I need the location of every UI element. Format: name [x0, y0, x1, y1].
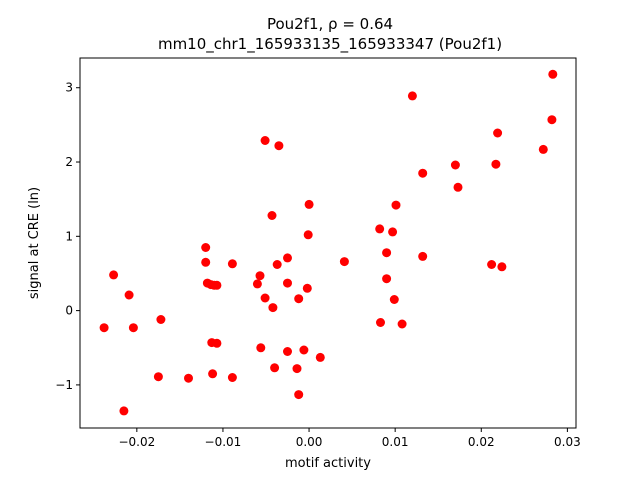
x-tick-label: −0.01	[205, 435, 242, 449]
data-point	[376, 318, 385, 327]
data-point	[270, 363, 280, 373]
y-tick-label: 0	[65, 304, 73, 318]
data-point	[407, 91, 417, 101]
data-point	[283, 278, 292, 288]
data-point	[302, 283, 312, 293]
data-point	[294, 294, 304, 304]
data-point	[450, 160, 460, 170]
data-point	[493, 128, 503, 138]
data-point	[491, 159, 501, 169]
x-tick-label: 0.01	[382, 435, 409, 449]
data-point	[283, 253, 292, 263]
x-axis-ticks: −0.02 −0.01 0.00 0.01 0.02 0.03	[118, 428, 581, 449]
data-point	[227, 259, 237, 269]
chart-title-line2: mm10_chr1_165933135_165933347 (Pou2f1)	[158, 35, 502, 54]
data-point	[184, 373, 193, 383]
data-point	[212, 338, 222, 348]
data-point	[487, 260, 497, 269]
plot-area-frame	[79, 57, 577, 429]
data-points	[99, 69, 558, 416]
x-tick-label: 0.02	[468, 435, 495, 449]
data-point	[119, 406, 129, 416]
data-point	[453, 182, 463, 192]
data-point	[397, 319, 407, 329]
x-tick-label: 0.03	[554, 435, 581, 449]
data-point	[294, 390, 304, 400]
y-tick-label: −1	[55, 378, 73, 392]
data-point	[128, 323, 138, 333]
y-axis-ticks: −1 0 1 2 3	[55, 81, 80, 392]
x-tick-label: −0.02	[118, 435, 155, 449]
data-point	[153, 372, 163, 382]
data-point	[547, 115, 557, 125]
data-point	[208, 369, 218, 379]
y-tick-label: 2	[65, 155, 73, 169]
chart-title-line1: Pou2f1, ρ = 0.64	[267, 15, 393, 33]
data-point	[283, 347, 292, 356]
data-point	[124, 290, 134, 300]
data-point	[339, 257, 349, 267]
data-point	[391, 200, 401, 210]
y-tick-label: 3	[65, 81, 73, 95]
data-point	[538, 144, 548, 154]
x-axis-label: motif activity	[285, 456, 371, 471]
data-point	[292, 364, 302, 374]
data-point	[252, 279, 262, 289]
data-point	[272, 260, 282, 269]
data-point	[255, 271, 265, 281]
y-axis-label: signal at CRE (ln)	[27, 187, 42, 299]
data-point	[389, 295, 399, 304]
data-point	[315, 352, 325, 362]
data-point	[267, 211, 277, 220]
data-point	[201, 257, 211, 267]
data-point	[274, 141, 284, 151]
data-point	[268, 303, 278, 313]
data-point	[388, 227, 398, 237]
y-tick-label: 1	[65, 229, 73, 243]
data-point	[375, 224, 385, 234]
data-point	[156, 315, 166, 324]
data-point	[260, 136, 270, 145]
data-point	[303, 230, 313, 240]
data-point	[227, 373, 237, 382]
data-point	[497, 262, 507, 272]
data-point	[260, 293, 270, 303]
data-point	[299, 345, 309, 355]
data-point	[212, 280, 222, 290]
data-point	[548, 69, 558, 79]
data-point	[382, 274, 392, 284]
data-point	[304, 199, 314, 209]
data-point	[99, 323, 109, 333]
data-point	[382, 248, 392, 258]
data-point	[256, 343, 266, 353]
data-point	[418, 251, 428, 261]
data-point	[418, 168, 428, 178]
x-tick-label: 0.00	[296, 435, 323, 449]
data-point	[201, 243, 211, 252]
data-point	[109, 270, 119, 280]
